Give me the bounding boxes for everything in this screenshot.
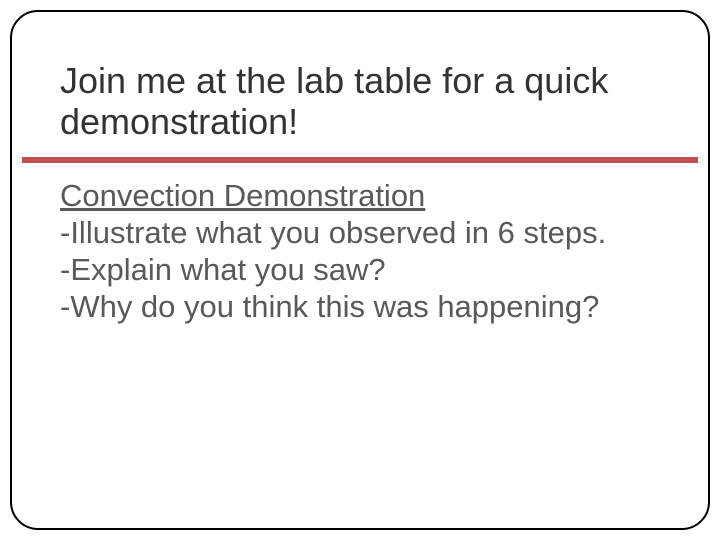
body-line-2: -Explain what you saw? <box>60 251 660 288</box>
body-line-1: -Illustrate what you observed in 6 steps… <box>60 214 660 251</box>
title-area: Join me at the lab table for a quick dem… <box>12 12 708 157</box>
slide-subtitle: Convection Demonstration <box>60 177 660 214</box>
slide-title: Join me at the lab table for a quick dem… <box>60 60 660 143</box>
body-line-3: -Why do you think this was happening? <box>60 288 660 325</box>
body-area: Convection Demonstration -Illustrate wha… <box>12 163 708 356</box>
slide-frame: Join me at the lab table for a quick dem… <box>10 10 710 530</box>
